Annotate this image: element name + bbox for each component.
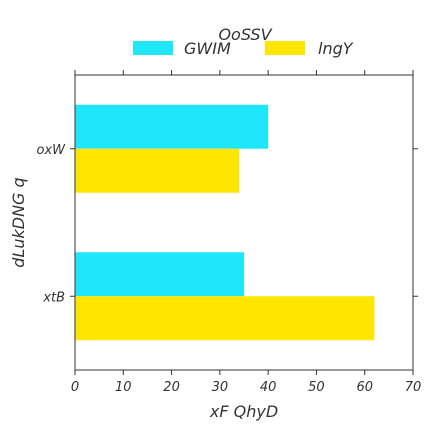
legend: OoSSV GWIM lngY bbox=[133, 25, 354, 58]
bar-lngY-xtB bbox=[75, 296, 375, 341]
x-tick-label: 60 bbox=[356, 380, 373, 395]
y-axis-label: dLukDNG q bbox=[9, 177, 28, 267]
legend-label-GWIM: GWIM bbox=[184, 39, 231, 58]
legend-swatch-GWIM bbox=[133, 41, 173, 55]
legend-swatch-lngY bbox=[265, 41, 305, 55]
x-tick-label: 50 bbox=[308, 380, 325, 395]
x-tick-label: 30 bbox=[212, 380, 229, 395]
y-tick-label: xtB bbox=[42, 290, 65, 305]
x-axis-label: xF QhyD bbox=[209, 402, 278, 421]
x-tick-label: 40 bbox=[260, 380, 277, 395]
x-tick-label: 20 bbox=[163, 380, 180, 395]
plot-frame bbox=[74, 74, 414, 371]
y-axis: oxW xtB bbox=[36, 143, 418, 305]
bar-lngY-oxW bbox=[75, 148, 240, 193]
bars bbox=[75, 104, 375, 341]
legend-title: OoSSV bbox=[218, 25, 272, 44]
x-tick-label: 10 bbox=[115, 380, 132, 395]
x-axis: 0 10 20 30 40 50 60 70 bbox=[71, 70, 421, 395]
x-tick-label: 0 bbox=[71, 380, 79, 395]
legend-label-lngY: lngY bbox=[318, 39, 354, 58]
bar-GWIM-xtB bbox=[75, 252, 244, 297]
y-tick-label: oxW bbox=[36, 143, 66, 158]
bar-GWIM-oxW bbox=[75, 104, 269, 149]
x-tick-label: 70 bbox=[405, 380, 422, 395]
